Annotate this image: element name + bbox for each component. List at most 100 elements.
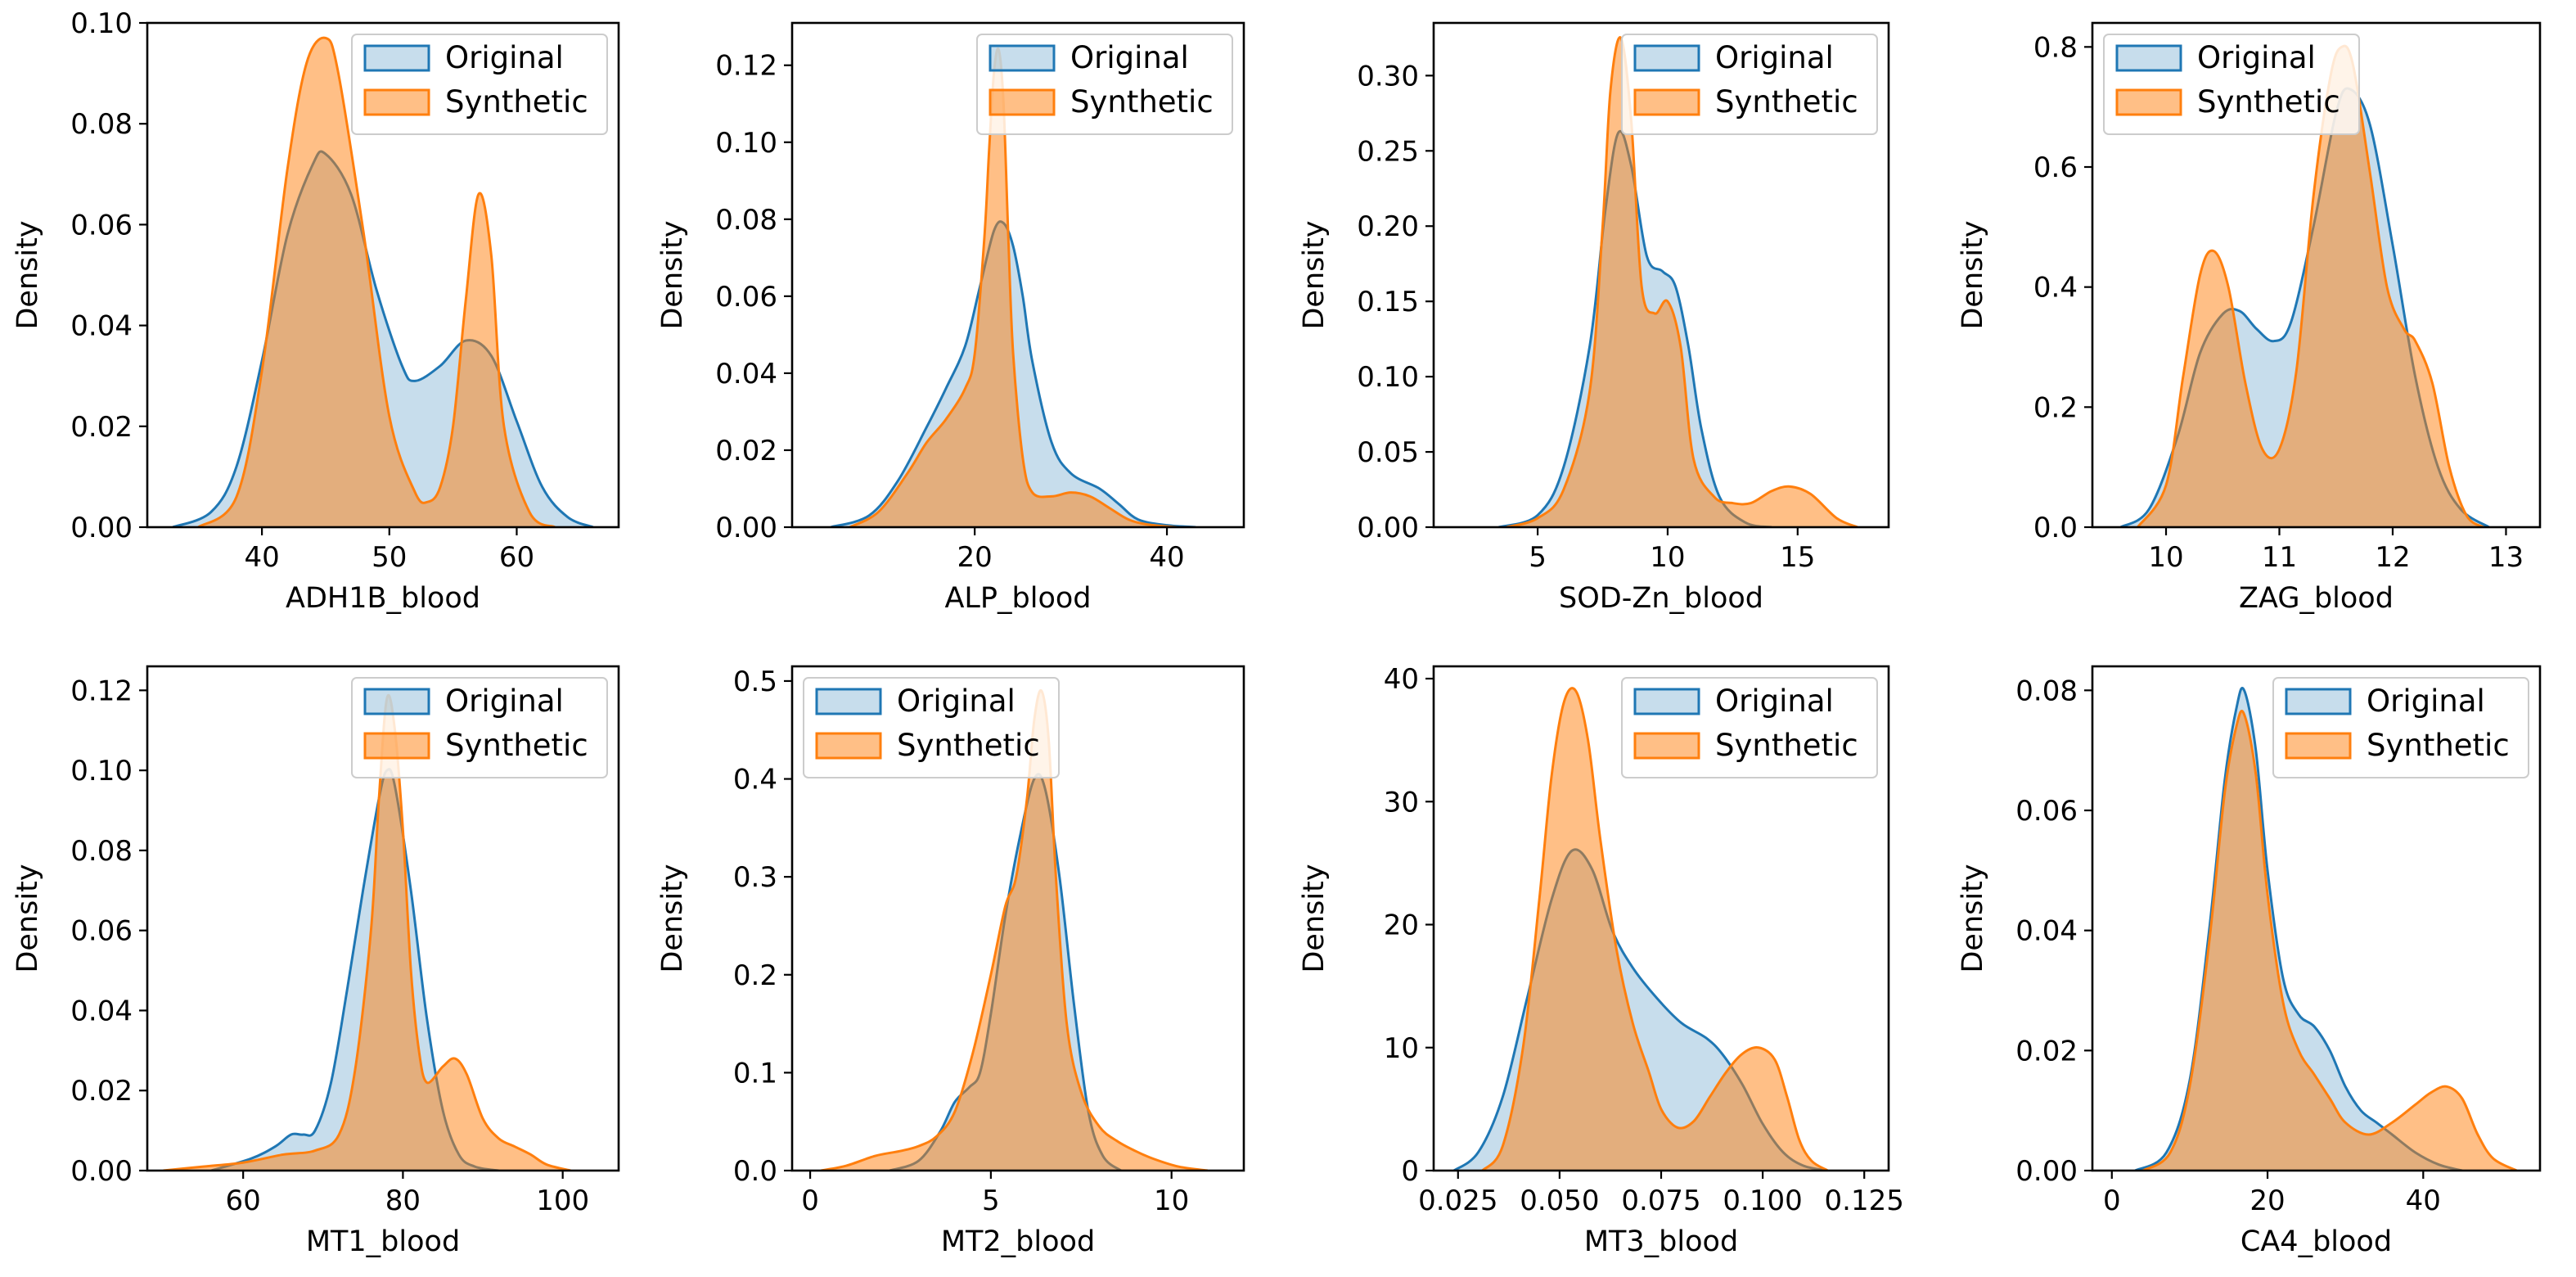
legend: Original Synthetic [976,34,1233,135]
synthetic-legend-label: Synthetic [445,728,588,763]
synthetic-legend-label: Synthetic [1715,728,1858,763]
y-tick-label: 0.15 [1357,286,1419,318]
synthetic-legend-swatch [815,732,882,760]
y-tick-label: 0.06 [715,281,777,314]
synthetic-legend-swatch [363,732,430,760]
synthetic-legend-label: Synthetic [2197,84,2340,120]
synthetic-legend-label: Synthetic [1715,84,1858,120]
original-legend-swatch [363,688,430,715]
plot-area [2134,687,2518,1171]
y-tick-label: 0.10 [715,127,777,160]
y-tick-label: 0.08 [70,835,133,868]
original-legend-swatch [815,688,882,715]
axes-frame [2091,21,2542,529]
y-tick-label: 0.3 [733,861,777,894]
x-tick-label: 0 [801,1184,819,1217]
y-tick-label: 0.02 [70,1075,133,1108]
synthetic-legend-swatch [2285,732,2352,760]
subplot-mt3_blood: 0.025 0.050 0.075 0.100 0.125 0 10 20 30 40 MT3_bl… [1298,663,1904,1258]
x-tick-label: 0.100 [1723,1184,1802,1217]
y-tick-label: 0.00 [70,512,133,544]
x-tick-label: 20 [2249,1184,2285,1217]
plot-area [1452,687,1829,1171]
y-axis-label: Density [1298,220,1331,329]
axes-frame [146,21,620,529]
y-tick-label: 0.5 [733,666,777,698]
x-tick-label: 60 [226,1184,261,1217]
y-tick-label: 0.00 [2015,1155,2078,1188]
original-legend-swatch [989,44,1056,72]
synthetic-density-fill [821,690,1208,1171]
synthetic-density-line [1506,36,1858,527]
x-tick-label: 50 [372,541,407,574]
plot-area [2119,44,2490,527]
axes-frame [2091,665,2542,1172]
synthetic-density-fill [2137,46,2484,527]
original-legend-label: Original [2197,40,2316,75]
y-tick-label: 0 [1401,1155,1419,1188]
synthetic-legend-label: Synthetic [2367,728,2510,763]
synthetic-density-fill [2142,711,2517,1171]
y-tick-label: 0.8 [2033,31,2078,64]
y-tick-label: 0.6 [2033,151,2078,184]
x-tick-label: 11 [2262,541,2297,574]
x-tick-label: 0.025 [1418,1184,1497,1217]
legend: Original Synthetic [803,677,1060,778]
y-axis-label: Density [656,220,689,329]
legend: Original Synthetic [1621,677,1878,778]
synthetic-density-line [2142,710,2518,1171]
subplot-mt1_blood: 60 80 100 0.00 0.02 0.04 0.06 0.08 0.10 0.12 MT1_b… [11,665,620,1258]
y-tick-label: 0.00 [1357,512,1419,544]
x-tick-label: 10 [1154,1184,1189,1217]
synthetic-density-fill [163,695,571,1171]
synthetic-legend-label: Synthetic [445,84,588,120]
y-tick-label: 0.00 [715,512,777,544]
subplot-ca4_blood: 0 20 40 0.00 0.02 0.04 0.06 0.08 CA4_blood Densit… [1957,665,2542,1258]
x-axis-label: MT1_blood [306,1225,460,1258]
original-legend-label: Original [445,40,564,75]
original-legend-swatch [2285,688,2352,715]
synthetic-legend-swatch [1633,732,1700,760]
x-tick-label: 0 [2103,1184,2121,1217]
original-legend-swatch [1633,44,1700,72]
subplot-adh1b_blood: 40 50 60 0.00 0.02 0.04 0.06 0.08 0.10 ADH1B_bloo… [11,7,620,615]
original-legend-label: Original [897,684,1016,719]
legend: Original Synthetic [351,677,608,778]
y-tick-label: 0.0 [733,1155,777,1188]
x-tick-label: 100 [536,1184,589,1217]
y-tick-label: 0.10 [70,755,133,787]
subplot-zag_blood: 10 11 12 13 0.0 0.2 0.4 0.6 0.8 ZAG_blood Density O… [1957,21,2542,615]
x-tick-label: 10 [2148,541,2183,574]
y-tick-label: 0.06 [2015,795,2078,828]
y-tick-label: 0.06 [70,915,133,948]
original-legend-label: Original [445,684,564,719]
synthetic-density-line [197,36,556,527]
original-legend-label: Original [1715,40,1834,75]
y-tick-label: 0.0 [2033,512,2078,544]
y-axis-label: Density [11,864,44,972]
original-density-line [830,220,1196,527]
y-tick-label: 0.2 [2033,391,2078,424]
subplot-sod-zn_blood: 5 10 15 0.00 0.05 0.10 0.15 0.20 0.25 0.30 SOD-Zn_… [1298,21,1890,615]
x-tick-label: 40 [244,541,279,574]
plot-area [1497,36,1858,527]
synthetic-density-fill [198,38,556,527]
synthetic-legend-label: Synthetic [897,728,1040,763]
original-density-line [172,150,594,527]
synthetic-density-line [163,693,571,1171]
synthetic-density-fill [1506,37,1858,527]
legend: Original Synthetic [2103,34,2360,135]
y-tick-label: 30 [1384,786,1419,819]
y-tick-label: 0.4 [733,764,777,796]
y-tick-label: 0.10 [1357,361,1419,394]
y-tick-label: 0.00 [70,1155,133,1188]
y-tick-label: 0.02 [2015,1035,2078,1067]
y-tick-label: 0.04 [2015,915,2078,948]
y-tick-label: 0.4 [2033,272,2078,305]
x-tick-label: 12 [2375,541,2410,574]
y-axis-label: Density [1957,220,1989,329]
x-tick-label: 0.075 [1621,1184,1700,1217]
x-tick-label: 40 [1149,541,1184,574]
x-tick-label: 40 [2406,1184,2441,1217]
